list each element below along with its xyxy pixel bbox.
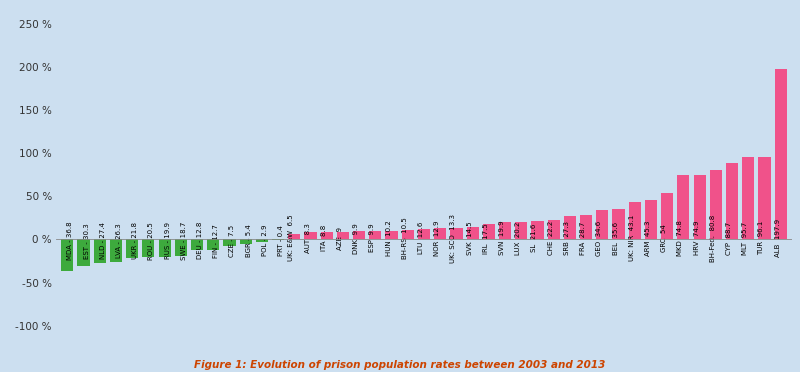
Text: POL - 2.9: POL - 2.9	[262, 225, 268, 256]
Text: UK: SCO  13.3: UK: SCO 13.3	[450, 214, 457, 263]
Bar	[239, 240, 252, 244]
Text: DEU - 12.8: DEU - 12.8	[197, 222, 203, 259]
Bar	[386, 231, 398, 240]
Bar	[678, 175, 690, 240]
Bar	[499, 222, 511, 240]
Bar	[531, 221, 543, 240]
Text: ROU - 20.5: ROU - 20.5	[149, 222, 154, 260]
Bar	[596, 210, 609, 240]
Bar	[353, 231, 366, 240]
Text: BH-RS  10.5: BH-RS 10.5	[402, 217, 408, 259]
Bar	[450, 228, 462, 240]
Bar	[191, 240, 203, 250]
Bar	[62, 240, 74, 271]
Bar	[110, 240, 122, 262]
Text: Figure 1: Evolution of prison population rates between 2003 and 2013: Figure 1: Evolution of prison population…	[194, 360, 606, 370]
Bar	[645, 201, 657, 240]
Text: BEL  35.6: BEL 35.6	[613, 222, 618, 255]
Text: AZE  9: AZE 9	[337, 227, 343, 250]
Bar	[126, 240, 138, 258]
Text: GRC  54: GRC 54	[661, 224, 667, 252]
Text: AUT  8.3: AUT 8.3	[305, 223, 310, 253]
Text: ALB  197.9: ALB 197.9	[774, 219, 781, 257]
Bar	[256, 240, 268, 242]
Bar	[78, 240, 90, 266]
Text: UK: E&W  6.5: UK: E&W 6.5	[288, 215, 294, 262]
Text: EST - 30.3: EST - 30.3	[83, 223, 90, 259]
Text: PRT - 0.4: PRT - 0.4	[278, 225, 284, 256]
Bar	[94, 240, 106, 263]
Text: ESP  9.9: ESP 9.9	[370, 224, 375, 253]
Text: CYP  88.7: CYP 88.7	[726, 222, 732, 255]
Text: CZE - 7.5: CZE - 7.5	[230, 225, 235, 257]
Bar	[564, 216, 576, 240]
Text: NLD - 27.4: NLD - 27.4	[100, 222, 106, 259]
Bar	[613, 209, 625, 240]
Bar	[758, 157, 770, 240]
Bar	[629, 202, 641, 240]
Bar	[694, 175, 706, 240]
Text: SWE - 18.7: SWE - 18.7	[181, 222, 187, 260]
Text: LUX  20.2: LUX 20.2	[515, 221, 522, 255]
Bar	[580, 215, 592, 240]
Bar	[337, 232, 349, 240]
Text: SVN  19.9: SVN 19.9	[499, 221, 505, 256]
Bar	[482, 224, 495, 240]
Bar	[142, 240, 154, 257]
Text: RUS - 19.9: RUS - 19.9	[165, 222, 170, 259]
Text: BH-Fed.  80.8: BH-Fed. 80.8	[710, 215, 716, 262]
Bar	[370, 231, 382, 240]
Bar	[158, 240, 170, 257]
Text: SL  21.6: SL 21.6	[531, 224, 538, 252]
Bar	[466, 227, 478, 240]
Bar	[710, 170, 722, 240]
Text: CHE  22.2: CHE 22.2	[548, 221, 554, 255]
Bar	[548, 220, 560, 240]
Text: MLT  95.7: MLT 95.7	[742, 222, 748, 255]
Bar	[434, 228, 446, 240]
Bar	[515, 222, 527, 240]
Text: GEO  34.6: GEO 34.6	[596, 221, 602, 256]
Text: MDA - 36.8: MDA - 36.8	[67, 221, 74, 260]
Text: SVK  14.5: SVK 14.5	[466, 221, 473, 255]
Bar	[174, 240, 187, 256]
Bar	[207, 240, 219, 250]
Bar	[223, 240, 235, 246]
Text: DNK  9.9: DNK 9.9	[353, 223, 359, 254]
Text: MKD  74.8: MKD 74.8	[678, 220, 683, 256]
Text: SRB  27.3: SRB 27.3	[564, 221, 570, 255]
Bar	[418, 229, 430, 240]
Bar	[774, 69, 786, 240]
Text: HRV  74.9: HRV 74.9	[694, 221, 699, 256]
Bar	[305, 232, 317, 240]
Text: FIN - 12.7: FIN - 12.7	[214, 224, 219, 258]
Text: LTU  12.6: LTU 12.6	[418, 222, 424, 254]
Text: ARM  45.3: ARM 45.3	[645, 220, 651, 256]
Text: BGR - 5.4: BGR - 5.4	[246, 224, 252, 257]
Bar	[402, 230, 414, 240]
Text: NOR  12.9: NOR 12.9	[434, 220, 440, 256]
Bar	[661, 193, 674, 240]
Text: UKR - 21.8: UKR - 21.8	[132, 222, 138, 259]
Bar	[726, 163, 738, 240]
Text: FRA  28.7: FRA 28.7	[580, 221, 586, 255]
Bar	[321, 232, 333, 240]
Bar	[288, 234, 300, 240]
Text: ITA  8.8: ITA 8.8	[321, 225, 326, 251]
Text: TUR  96.1: TUR 96.1	[758, 221, 765, 255]
Text: UK: NIR  43.1: UK: NIR 43.1	[629, 215, 634, 262]
Text: LVA - 26.3: LVA - 26.3	[116, 223, 122, 258]
Bar	[742, 157, 754, 240]
Text: IRL  17.5: IRL 17.5	[483, 223, 489, 254]
Text: HUN  10.2: HUN 10.2	[386, 220, 391, 256]
